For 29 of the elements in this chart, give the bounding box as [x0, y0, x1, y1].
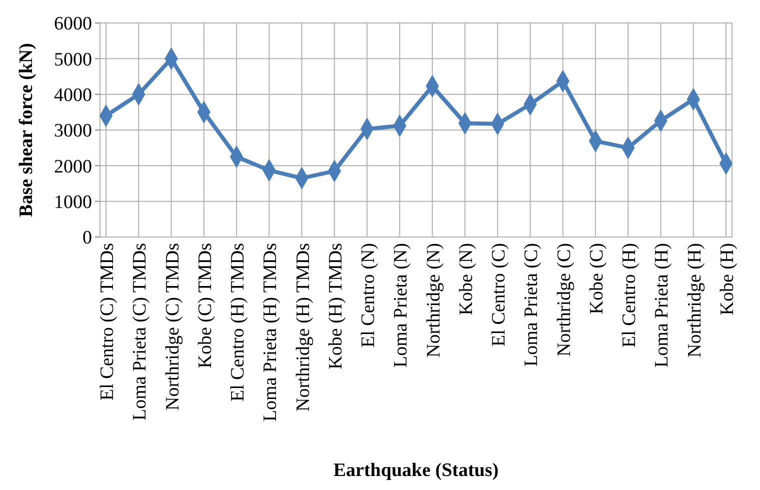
x-tick-label: Kobe (H) TMDs: [325, 243, 346, 370]
x-tick-label: El Centro (H) TMDs: [228, 243, 249, 402]
x-tick-label: El Centro (C): [488, 243, 510, 346]
y-tick-label: 4000: [54, 84, 92, 106]
y-tick-label: 1000: [54, 192, 92, 213]
x-axis-title: Earthquake (Status): [333, 460, 499, 481]
x-tick-label: El Centro (H): [619, 243, 640, 348]
y-tick-label: 0: [82, 228, 92, 249]
x-tick-label: Loma Prieta (N): [390, 243, 412, 368]
y-tick-label: 6000: [54, 14, 92, 35]
x-tick-label: Kobe (H): [717, 243, 738, 316]
x-tick-label: Northridge (H): [684, 243, 706, 358]
y-axis-title: Base shear force (kN): [16, 43, 37, 217]
x-tick-label: Northridge (C) TMDs: [162, 243, 184, 410]
y-tick-label: 3000: [54, 120, 92, 142]
x-tick-label: Loma Prieta (C): [521, 243, 542, 366]
x-tick-label: Northridge (N): [423, 243, 444, 358]
x-tick-label: Northridge (H) TMDs: [292, 243, 314, 412]
y-tick-label: 5000: [54, 49, 92, 70]
x-tick-label: Loma Prieta (H): [652, 243, 673, 368]
y-tick-label: 2000: [54, 156, 92, 178]
x-tick-label: Kobe (C): [586, 243, 608, 314]
x-tick-label: Northridge (C): [554, 243, 575, 356]
x-tick-label: El Centro (N): [358, 243, 380, 348]
x-tick-label: El Centro (C) TMDs: [97, 243, 118, 400]
x-tick-label: Loma Prieta (H) TMDs: [260, 243, 282, 422]
x-tick-label: Kobe (N): [456, 243, 477, 316]
x-tick-label: Kobe (C) TMDs: [194, 243, 216, 368]
x-tick-label: Loma Prieta (C) TMDs: [130, 243, 151, 420]
